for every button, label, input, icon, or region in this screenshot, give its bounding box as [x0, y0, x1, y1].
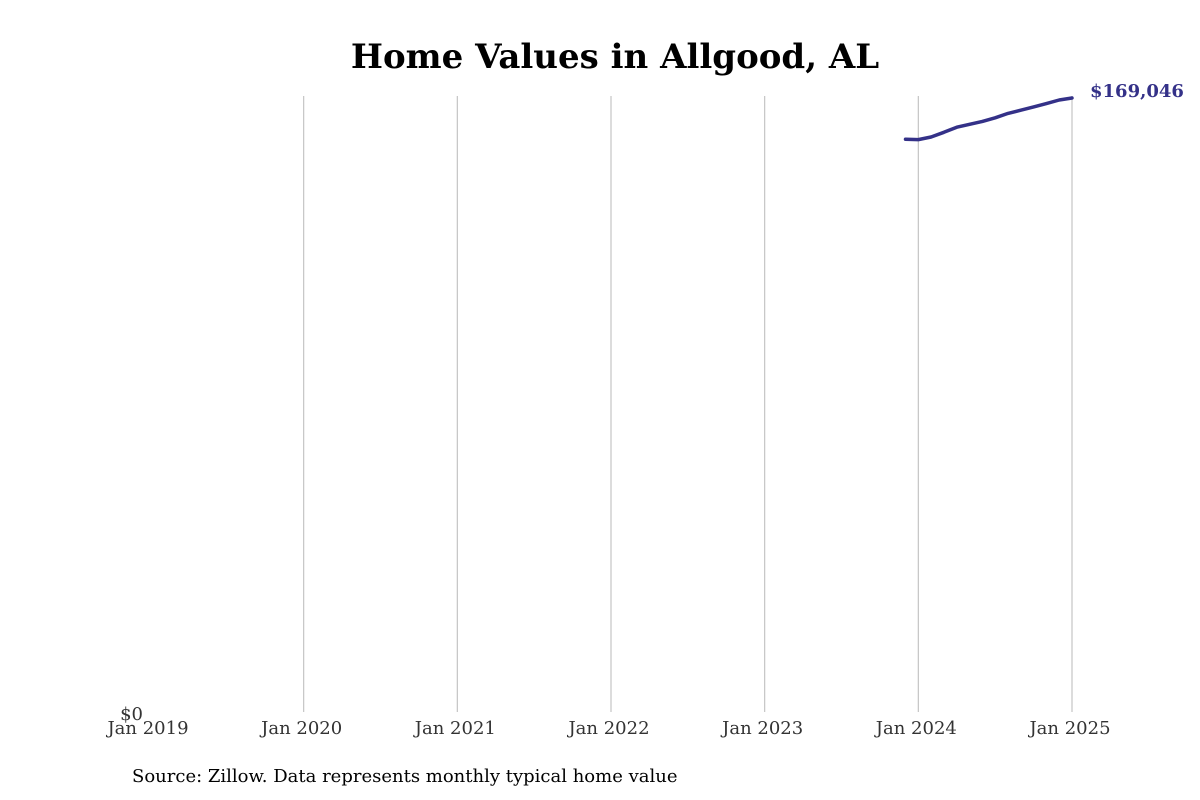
series-line [903, 96, 1074, 142]
x-tick-label: Jan 2021 [413, 718, 496, 739]
x-tick-label: Jan 2023 [720, 718, 803, 739]
x-axis-ticks: Jan 2019 Jan 2020 Jan 2021 Jan 2022 Jan 2023… [105, 718, 1110, 739]
grid [303, 96, 1073, 712]
series-layer [903, 96, 1074, 142]
y-tick-label: $0 [120, 704, 143, 725]
source-note: Source: Zillow. Data represents monthly … [132, 766, 678, 787]
end-value-label: $169,046 [1090, 81, 1184, 102]
chart-title: Home Values in Allgood, AL [351, 37, 879, 77]
x-tick-label: Jan 2020 [259, 718, 342, 739]
x-tick-label: Jan 2024 [874, 718, 957, 739]
y-axis-ticks: $0 [120, 704, 143, 725]
x-tick-label: Jan 2025 [1027, 718, 1110, 739]
x-tick-label: Jan 2022 [566, 718, 649, 739]
x-tick-label: Jan 2019 [105, 718, 188, 739]
